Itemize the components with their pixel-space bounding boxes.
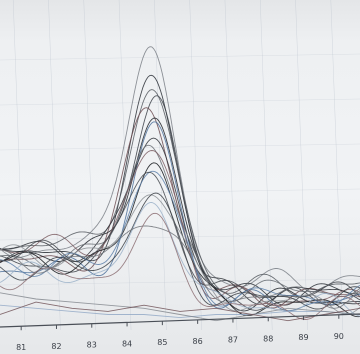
melt-curve-14: [0, 194, 360, 315]
x-axis-line: [0, 313, 360, 328]
grid-line-vertical: [118, 0, 132, 331]
melt-curve-9: [0, 144, 360, 302]
grid-line-horizontal: [0, 143, 360, 151]
melt-curve-3: [0, 95, 360, 311]
grid-line-vertical: [224, 0, 238, 331]
x-tick-label-90: 90: [334, 332, 344, 341]
melt-curve-17: [0, 225, 360, 309]
melt-curve-1: [0, 46, 360, 293]
x-tick-label-85: 85: [157, 338, 167, 347]
flat-trace-2: [0, 292, 360, 322]
x-tick-label-81: 81: [16, 343, 26, 352]
grid-line-horizontal: [0, 53, 360, 61]
grid-line-vertical: [295, 0, 308, 331]
x-axis: 81 82 83 84 85 86 87 88 89 90: [0, 313, 360, 352]
melt-curve-13: [0, 171, 360, 299]
melt-curve-16: [0, 202, 360, 317]
flat-trace-3: [0, 301, 360, 322]
x-tick-label-88: 88: [263, 334, 273, 343]
x-tick-label-83: 83: [87, 341, 97, 350]
grid-line-vertical: [48, 0, 61, 331]
flat-trace-1: [0, 304, 360, 319]
grid-line-horizontal: [0, 98, 360, 106]
grid-lines: [0, 0, 360, 331]
grid-line-horizontal: [0, 188, 360, 196]
x-tick-label-82: 82: [51, 342, 61, 351]
x-tick-label-89: 89: [298, 333, 308, 342]
grid-line-vertical: [259, 0, 273, 331]
melt-curve-15: [0, 192, 360, 310]
grid-line-vertical: [83, 0, 97, 331]
x-tick-label-86: 86: [193, 337, 203, 346]
melt-curve-10: [0, 150, 360, 307]
x-tick-label-84: 84: [122, 339, 132, 348]
x-tick-label-87: 87: [228, 336, 238, 345]
grid-line-vertical: [330, 0, 344, 331]
grid-line-horizontal: [0, 278, 360, 286]
grid-line-vertical: [154, 0, 167, 331]
curves-layer: [0, 46, 360, 322]
grid-line-vertical: [12, 0, 26, 331]
